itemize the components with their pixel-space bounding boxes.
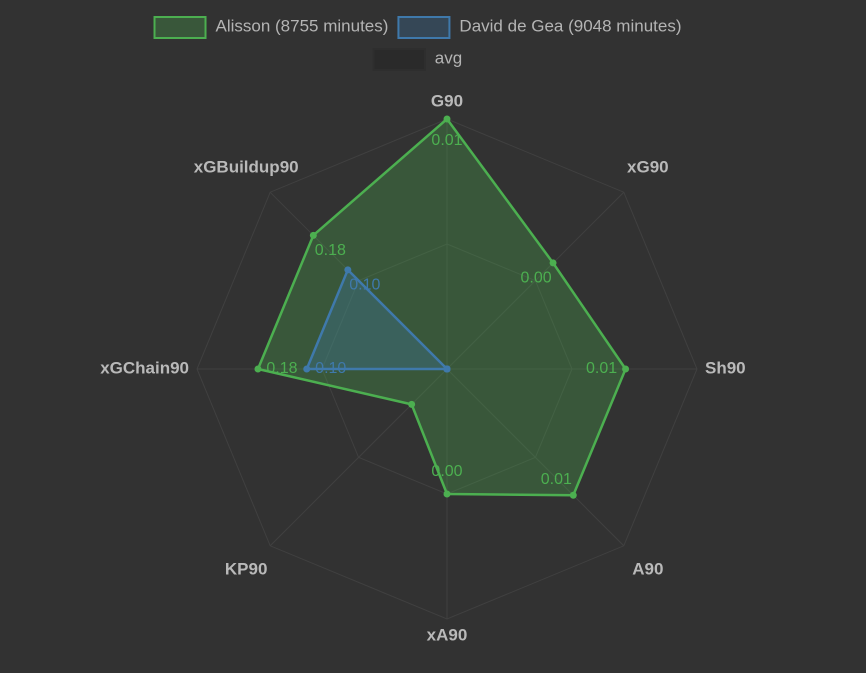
legend: Alisson (8755 minutes) David de Gea (9048…	[153, 16, 681, 71]
data-point	[344, 266, 352, 274]
data-point	[549, 259, 557, 267]
value-label: 0.18	[315, 242, 346, 259]
data-point	[443, 490, 451, 498]
legend-swatch[interactable]	[153, 16, 207, 39]
value-label: 0.10	[349, 277, 380, 294]
grid-spoke	[446, 191, 625, 370]
value-label: 0.00	[521, 270, 552, 287]
plot-area: 0.01 0.00 0.01 0.01 0.00 0.18 0.18 0.10 0.10	[254, 115, 630, 499]
value-label: 0.01	[431, 132, 462, 149]
value-label: 0.10	[315, 360, 346, 377]
axis-label: A90	[632, 559, 663, 578]
axis-label: xG90	[627, 158, 669, 177]
axis-label: xA90	[427, 625, 468, 644]
series-area	[256, 117, 627, 497]
data-point	[569, 491, 577, 499]
data-point	[254, 365, 262, 373]
axis-label: xGChain90	[100, 358, 189, 377]
grid: G90 xG90 Sh90 A90 xA90 KP90 xGChain90 xGBuildup…	[100, 91, 745, 644]
axis-label: KP90	[225, 559, 268, 578]
value-label: 0.01	[586, 360, 617, 377]
legend-label[interactable]: avg	[435, 48, 462, 67]
axis-label: G90	[431, 91, 463, 110]
legend-swatch[interactable]	[372, 48, 426, 71]
legend-label[interactable]: David de Gea (9048 minutes)	[459, 16, 681, 35]
value-label: 0.00	[431, 463, 462, 480]
value-label: 0.01	[541, 471, 572, 488]
value-label: 0.18	[266, 360, 297, 377]
axis-label: Sh90	[705, 358, 746, 377]
legend-swatch[interactable]	[397, 16, 451, 39]
series-area	[305, 268, 449, 371]
data-point	[309, 231, 317, 239]
grid-spoke	[446, 368, 625, 547]
legend-label[interactable]: Alisson (8755 minutes)	[216, 16, 389, 35]
axis-label: xGBuildup90	[194, 158, 299, 177]
data-point	[443, 115, 451, 123]
data-point	[303, 365, 311, 373]
data-point	[408, 400, 416, 408]
data-point	[622, 365, 630, 373]
grid-spoke	[269, 368, 448, 547]
data-point	[443, 365, 451, 373]
